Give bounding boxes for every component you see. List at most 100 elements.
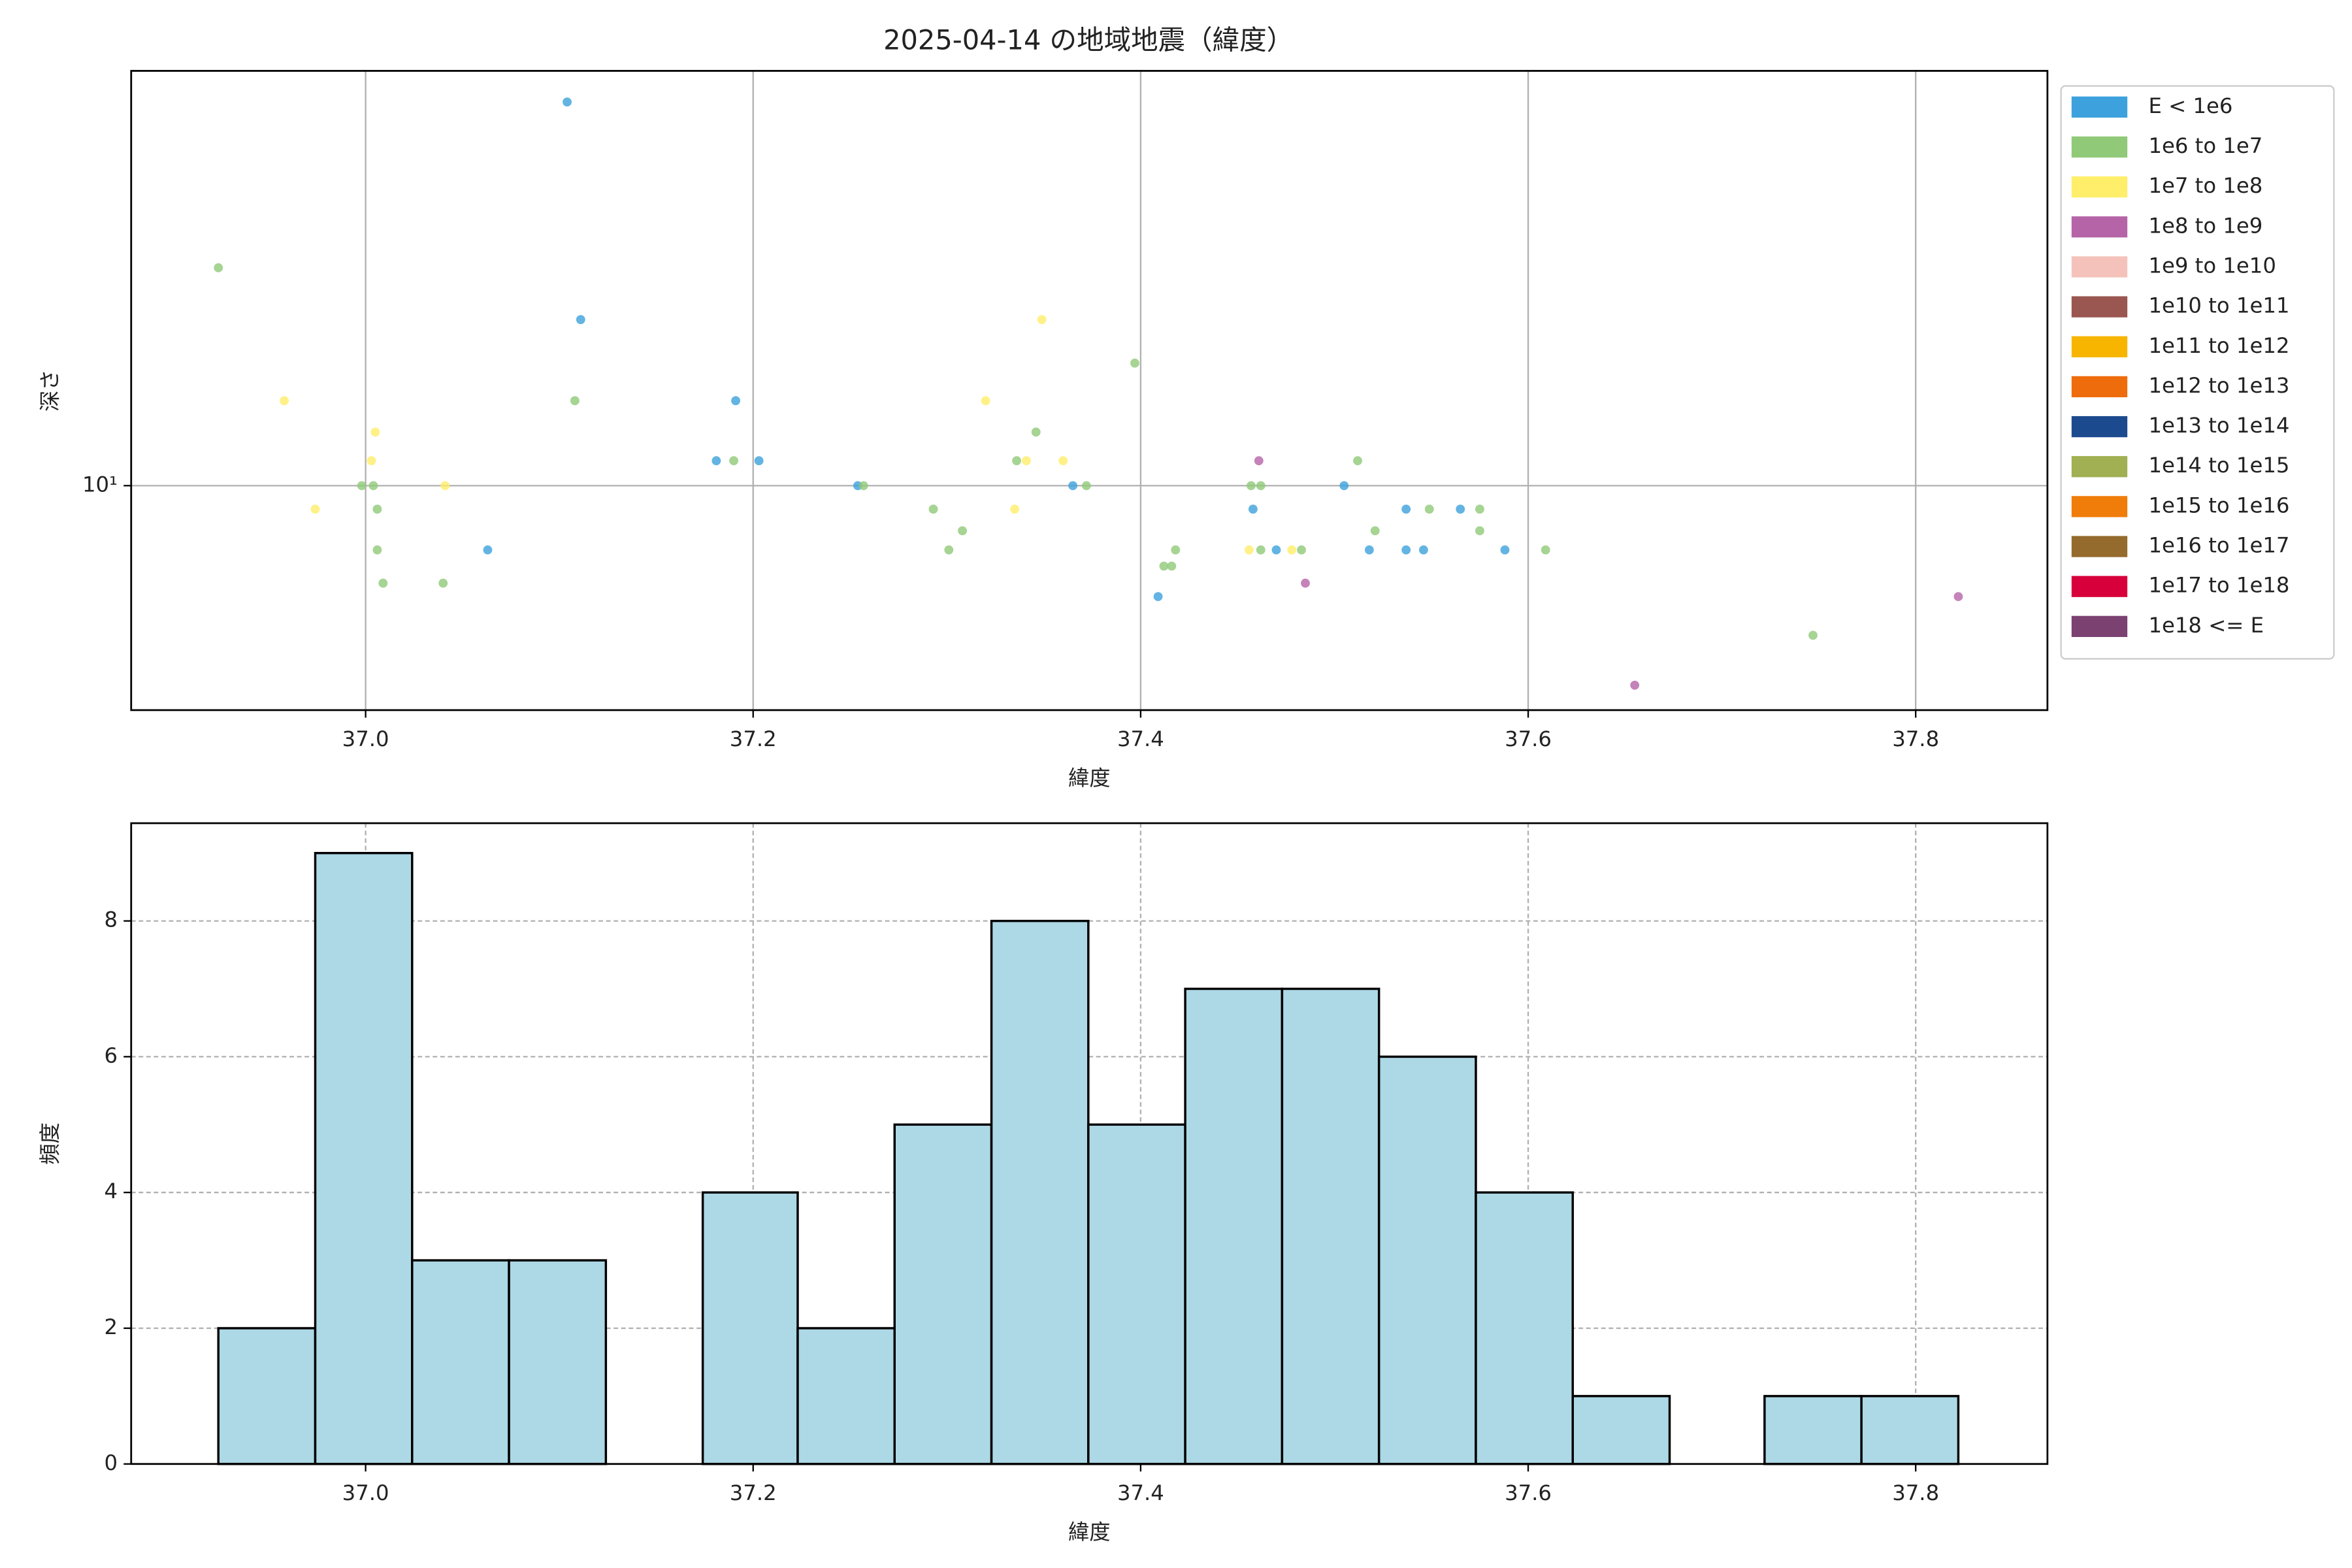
point [1167,561,1177,571]
point [1541,545,1550,555]
legend-label: 1e11 to 1e12 [2148,333,2289,358]
point [1401,545,1411,555]
legend-label: 1e7 to 1e8 [2148,173,2262,198]
point [1245,545,1254,555]
bar [990,919,1090,1465]
point [1256,545,1266,555]
legend-swatch [2071,456,2128,478]
legend-label: 1e10 to 1e11 [2148,293,2289,318]
point [1130,358,1139,368]
bar [1475,1191,1574,1465]
point [858,481,868,491]
legend-label: E < 1e6 [2148,93,2232,118]
x-tick-label: 37.0 [342,727,389,751]
point [731,396,740,406]
legend-swatch [2071,536,2128,557]
point [1401,504,1411,514]
plot-frame [130,822,2049,1465]
bar [1763,1395,1863,1465]
bar [1184,987,1284,1465]
legend-swatch [2071,416,2128,438]
point [378,578,388,588]
legend-label: 1e18 <= E [2148,613,2264,638]
point [1271,545,1281,555]
legend-label: 1e8 to 1e9 [2148,213,2262,238]
bar [411,1259,510,1465]
legend-label: 1e12 to 1e13 [2148,373,2289,398]
point [483,545,493,555]
point [1021,456,1031,466]
point [729,456,739,466]
bar [508,1259,608,1465]
chart-title: 2025-04-14 の地域地震（緯度） [883,24,1294,56]
legend-swatch [2071,296,2128,318]
point [1058,456,1068,466]
point [280,396,289,406]
x-tick-label: 37.2 [730,727,777,751]
point [1031,427,1041,437]
point [1475,504,1484,514]
point [576,315,585,325]
point [1456,504,1465,514]
bar [217,1327,317,1465]
legend-swatch [2071,96,2128,118]
point [981,396,990,406]
bar [1377,1055,1477,1465]
point [438,578,448,588]
point [1953,592,1963,602]
y-tick-label: 6 [104,1043,118,1068]
legend-label: 1e9 to 1e10 [2148,253,2276,278]
point [1171,545,1181,555]
legend-swatch [2071,216,2128,238]
x-tick-label: 37.8 [1892,1480,1939,1505]
y-tick-label: 0 [104,1450,118,1475]
legend-swatch [2071,136,2128,158]
point [754,456,764,466]
point [1424,504,1434,514]
point [1247,481,1256,491]
point [1012,456,1022,466]
y-tick-label: 10¹ [82,472,118,497]
point [928,504,938,514]
point [214,263,223,272]
point [368,481,378,491]
bar [701,1191,799,1465]
point [1068,481,1078,491]
legend-swatch [2071,576,2128,597]
point [711,456,721,466]
point [1256,481,1266,491]
point [372,545,382,555]
bar [1571,1395,1671,1465]
legend-label: 1e14 to 1e15 [2148,453,2289,478]
point [1418,545,1428,555]
point [1297,545,1306,555]
x-tick-label: 37.6 [1505,727,1552,751]
point [357,481,367,491]
point [1364,545,1374,555]
x-tick-label: 37.0 [342,1480,389,1505]
point [1153,592,1163,602]
x-tick-label: 37.4 [1117,727,1164,751]
legend-swatch [2071,176,2128,198]
point [1808,630,1818,640]
point [1353,456,1362,466]
x-axis-label: 緯度 [1068,1520,1111,1544]
bar [1087,1123,1186,1465]
point [1339,481,1349,491]
point [310,504,320,514]
x-tick-label: 37.6 [1505,1480,1552,1505]
point [1287,545,1297,555]
point [1301,578,1310,588]
point [1159,561,1169,571]
point [1037,315,1047,325]
point [1248,504,1258,514]
plot-frame [130,70,2049,711]
legend-swatch [2071,376,2128,398]
x-tick-label: 37.8 [1892,727,1939,751]
point [944,545,954,555]
point [1370,526,1380,536]
bar [1281,987,1380,1465]
point [1081,481,1091,491]
y-tick-label: 4 [104,1179,118,1203]
